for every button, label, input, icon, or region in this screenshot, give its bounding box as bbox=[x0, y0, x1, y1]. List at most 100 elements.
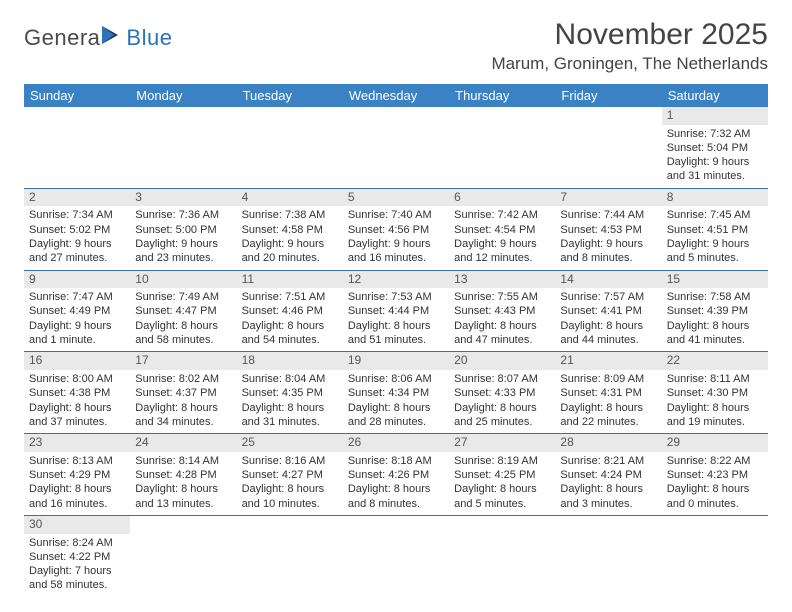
day-day2: and 31 minutes. bbox=[667, 169, 763, 183]
flag-icon bbox=[100, 24, 128, 51]
day-body: Sunrise: 8:16 AMSunset: 4:27 PMDaylight:… bbox=[237, 452, 343, 515]
day-cell: 23Sunrise: 8:13 AMSunset: 4:29 PMDayligh… bbox=[24, 434, 130, 515]
day-cell: 21Sunrise: 8:09 AMSunset: 4:31 PMDayligh… bbox=[555, 352, 661, 433]
day-body: Sunrise: 7:47 AMSunset: 4:49 PMDaylight:… bbox=[24, 288, 130, 351]
day-sunset: Sunset: 4:38 PM bbox=[29, 386, 125, 400]
day-sunset: Sunset: 4:49 PM bbox=[29, 304, 125, 318]
weekday-sun: Sunday bbox=[24, 84, 130, 107]
day-body: Sunrise: 8:21 AMSunset: 4:24 PMDaylight:… bbox=[555, 452, 661, 515]
day-body: Sunrise: 8:06 AMSunset: 4:34 PMDaylight:… bbox=[343, 370, 449, 433]
day-day1: Daylight: 9 hours bbox=[667, 237, 763, 251]
day-day2: and 5 minutes. bbox=[454, 497, 550, 511]
day-day1: Daylight: 8 hours bbox=[454, 319, 550, 333]
day-sunrise: Sunrise: 7:58 AM bbox=[667, 290, 763, 304]
day-number: 1 bbox=[662, 107, 768, 125]
day-sunrise: Sunrise: 8:19 AM bbox=[454, 454, 550, 468]
day-cell bbox=[555, 107, 661, 188]
day-sunset: Sunset: 5:04 PM bbox=[667, 141, 763, 155]
day-sunrise: Sunrise: 7:51 AM bbox=[242, 290, 338, 304]
day-number: 10 bbox=[130, 271, 236, 289]
weekday-mon: Monday bbox=[130, 84, 236, 107]
day-sunset: Sunset: 4:22 PM bbox=[29, 550, 125, 564]
day-sunrise: Sunrise: 7:45 AM bbox=[667, 208, 763, 222]
day-sunset: Sunset: 4:23 PM bbox=[667, 468, 763, 482]
day-cell: 12Sunrise: 7:53 AMSunset: 4:44 PMDayligh… bbox=[343, 271, 449, 352]
day-day2: and 8 minutes. bbox=[348, 497, 444, 511]
day-sunset: Sunset: 4:34 PM bbox=[348, 386, 444, 400]
day-cell: 8Sunrise: 7:45 AMSunset: 4:51 PMDaylight… bbox=[662, 189, 768, 270]
logo-text-blue: Blue bbox=[126, 25, 172, 51]
day-day2: and 58 minutes. bbox=[29, 578, 125, 592]
day-sunrise: Sunrise: 7:57 AM bbox=[560, 290, 656, 304]
day-sunrise: Sunrise: 7:40 AM bbox=[348, 208, 444, 222]
location: Marum, Groningen, The Netherlands bbox=[491, 54, 768, 74]
day-body: Sunrise: 8:24 AMSunset: 4:22 PMDaylight:… bbox=[24, 534, 130, 597]
day-number: 26 bbox=[343, 434, 449, 452]
day-cell bbox=[130, 107, 236, 188]
day-cell: 24Sunrise: 8:14 AMSunset: 4:28 PMDayligh… bbox=[130, 434, 236, 515]
day-day1: Daylight: 9 hours bbox=[348, 237, 444, 251]
day-sunset: Sunset: 4:58 PM bbox=[242, 223, 338, 237]
day-body: Sunrise: 7:32 AMSunset: 5:04 PMDaylight:… bbox=[662, 125, 768, 188]
day-day1: Daylight: 8 hours bbox=[348, 319, 444, 333]
day-sunset: Sunset: 4:46 PM bbox=[242, 304, 338, 318]
day-day1: Daylight: 8 hours bbox=[29, 482, 125, 496]
day-day2: and 12 minutes. bbox=[454, 251, 550, 265]
day-cell bbox=[662, 516, 768, 597]
day-day2: and 1 minute. bbox=[29, 333, 125, 347]
day-day2: and 0 minutes. bbox=[667, 497, 763, 511]
day-day2: and 10 minutes. bbox=[242, 497, 338, 511]
day-body: Sunrise: 8:02 AMSunset: 4:37 PMDaylight:… bbox=[130, 370, 236, 433]
day-sunrise: Sunrise: 8:16 AM bbox=[242, 454, 338, 468]
day-cell: 17Sunrise: 8:02 AMSunset: 4:37 PMDayligh… bbox=[130, 352, 236, 433]
day-sunrise: Sunrise: 8:00 AM bbox=[29, 372, 125, 386]
day-day2: and 23 minutes. bbox=[135, 251, 231, 265]
day-sunset: Sunset: 5:00 PM bbox=[135, 223, 231, 237]
day-sunset: Sunset: 4:25 PM bbox=[454, 468, 550, 482]
day-day2: and 31 minutes. bbox=[242, 415, 338, 429]
day-number: 29 bbox=[662, 434, 768, 452]
day-cell bbox=[449, 107, 555, 188]
day-number: 17 bbox=[130, 352, 236, 370]
day-number: 25 bbox=[237, 434, 343, 452]
calendar: Sunday Monday Tuesday Wednesday Thursday… bbox=[24, 84, 768, 597]
day-day1: Daylight: 9 hours bbox=[29, 237, 125, 251]
day-cell: 27Sunrise: 8:19 AMSunset: 4:25 PMDayligh… bbox=[449, 434, 555, 515]
weekday-header-row: Sunday Monday Tuesday Wednesday Thursday… bbox=[24, 84, 768, 107]
day-day1: Daylight: 8 hours bbox=[560, 319, 656, 333]
day-day1: Daylight: 9 hours bbox=[560, 237, 656, 251]
day-number: 16 bbox=[24, 352, 130, 370]
weekday-sat: Saturday bbox=[662, 84, 768, 107]
day-number: 14 bbox=[555, 271, 661, 289]
day-day1: Daylight: 9 hours bbox=[29, 319, 125, 333]
day-day1: Daylight: 8 hours bbox=[29, 401, 125, 415]
week-row: 23Sunrise: 8:13 AMSunset: 4:29 PMDayligh… bbox=[24, 434, 768, 516]
day-body: Sunrise: 7:51 AMSunset: 4:46 PMDaylight:… bbox=[237, 288, 343, 351]
day-day1: Daylight: 8 hours bbox=[135, 319, 231, 333]
day-day1: Daylight: 7 hours bbox=[29, 564, 125, 578]
logo-text-general: Genera bbox=[24, 25, 100, 51]
week-row: 1Sunrise: 7:32 AMSunset: 5:04 PMDaylight… bbox=[24, 107, 768, 189]
day-sunset: Sunset: 4:47 PM bbox=[135, 304, 231, 318]
weekday-fri: Friday bbox=[555, 84, 661, 107]
day-sunrise: Sunrise: 8:14 AM bbox=[135, 454, 231, 468]
day-sunrise: Sunrise: 8:21 AM bbox=[560, 454, 656, 468]
week-row: 30Sunrise: 8:24 AMSunset: 4:22 PMDayligh… bbox=[24, 516, 768, 597]
day-cell: 11Sunrise: 7:51 AMSunset: 4:46 PMDayligh… bbox=[237, 271, 343, 352]
day-day2: and 47 minutes. bbox=[454, 333, 550, 347]
day-sunset: Sunset: 4:24 PM bbox=[560, 468, 656, 482]
day-number: 11 bbox=[237, 271, 343, 289]
day-body: Sunrise: 8:22 AMSunset: 4:23 PMDaylight:… bbox=[662, 452, 768, 515]
day-day1: Daylight: 8 hours bbox=[242, 319, 338, 333]
day-day2: and 58 minutes. bbox=[135, 333, 231, 347]
day-cell bbox=[343, 107, 449, 188]
day-number: 15 bbox=[662, 271, 768, 289]
day-day2: and 28 minutes. bbox=[348, 415, 444, 429]
day-number: 28 bbox=[555, 434, 661, 452]
logo: Genera Blue bbox=[24, 24, 172, 51]
day-body: Sunrise: 8:18 AMSunset: 4:26 PMDaylight:… bbox=[343, 452, 449, 515]
day-number: 7 bbox=[555, 189, 661, 207]
day-sunset: Sunset: 4:37 PM bbox=[135, 386, 231, 400]
day-cell: 6Sunrise: 7:42 AMSunset: 4:54 PMDaylight… bbox=[449, 189, 555, 270]
day-cell: 15Sunrise: 7:58 AMSunset: 4:39 PMDayligh… bbox=[662, 271, 768, 352]
